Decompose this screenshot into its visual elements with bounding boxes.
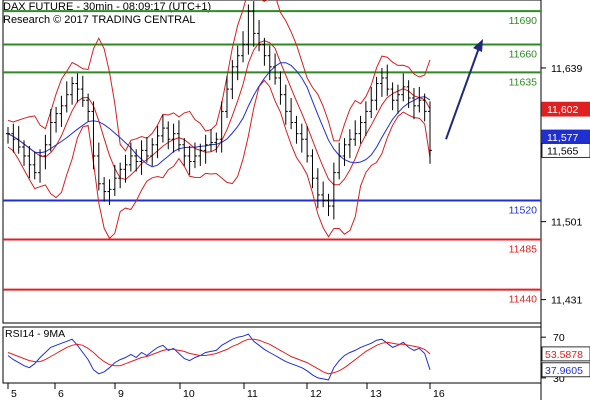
price-badge-box bbox=[541, 101, 590, 117]
level-label-11485: 11485 bbox=[509, 243, 538, 255]
rsi-title: RSI14 - 9MA bbox=[5, 328, 65, 340]
forecast-arrow-shaft bbox=[445, 44, 481, 140]
bollinger-lower-band bbox=[7, 79, 431, 240]
x-tick-label-9: 9 bbox=[118, 388, 124, 400]
level-label-11690: 11690 bbox=[509, 15, 538, 27]
rsi-badge-37.9605: 37.9605 bbox=[541, 362, 590, 378]
price-badge-11,577: 11,577 bbox=[541, 129, 590, 145]
price-candles bbox=[6, 1, 432, 220]
price-badge-box bbox=[541, 142, 590, 158]
price-tick-label: 11,501 bbox=[551, 217, 582, 229]
x-tick-label-6: 6 bbox=[58, 388, 64, 400]
rsi-tick-label: 30 bbox=[553, 373, 565, 385]
rsi-series-line-1 bbox=[7, 338, 431, 375]
level-label-11660: 11660 bbox=[509, 49, 538, 61]
level-label-11440: 11440 bbox=[509, 294, 538, 306]
x-tick-label-5: 5 bbox=[11, 388, 17, 400]
price-badge-11,602: 11,602 bbox=[541, 101, 590, 117]
copyright-text: Research © 2017 TRADING CENTRAL bbox=[3, 14, 196, 26]
rsi-tick-label: 70 bbox=[553, 332, 565, 344]
rsi-badge-text: 53.5878 bbox=[545, 349, 583, 361]
x-tick-label-11: 11 bbox=[247, 388, 258, 400]
price-badge-text: 11,565 bbox=[547, 145, 578, 157]
rsi-series-line-0 bbox=[7, 333, 431, 381]
price-badge-11,565: 11,565 bbox=[541, 142, 590, 158]
level-label-11635: 11635 bbox=[509, 76, 538, 88]
x-tick-label-10: 10 bbox=[183, 388, 195, 400]
x-tick-label-13: 13 bbox=[370, 388, 382, 400]
price-tick-label: 11,639 bbox=[551, 63, 582, 75]
bollinger-middle-band bbox=[7, 40, 431, 186]
price-panel-frame bbox=[2, 0, 542, 324]
x-tick-label-12: 12 bbox=[310, 388, 322, 400]
rsi-panel-frame bbox=[2, 326, 542, 384]
rsi-badge-53.5878: 53.5878 bbox=[541, 346, 590, 362]
price-badge-text: 11,577 bbox=[547, 132, 578, 144]
price-badge-text: 11,602 bbox=[547, 104, 578, 116]
rsi-badge-text: 37.9605 bbox=[545, 365, 583, 377]
rsi-badge-box bbox=[541, 346, 590, 362]
x-tick-label-16: 16 bbox=[433, 388, 445, 400]
moving-average-line bbox=[7, 62, 431, 168]
level-label-11520: 11520 bbox=[509, 204, 538, 216]
price-tick-label: 11,431 bbox=[551, 295, 582, 307]
bollinger-upper-band bbox=[7, 0, 431, 152]
forecast-arrow-head bbox=[473, 38, 483, 52]
rsi-badge-box bbox=[541, 362, 590, 378]
chart-title: DAX FUTURE - 30min - 08:09:17 (UTC+1) bbox=[3, 1, 212, 13]
